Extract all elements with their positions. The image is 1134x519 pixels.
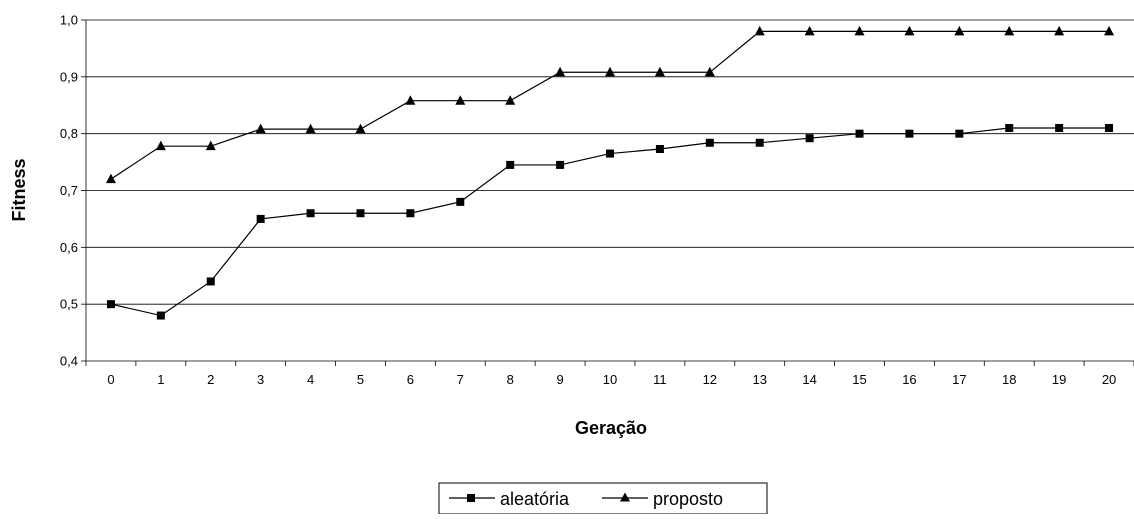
x-tick-label: 16 bbox=[902, 372, 916, 387]
y-tick-label: 0,5 bbox=[60, 297, 78, 312]
y-tick-label: 1,0 bbox=[60, 13, 78, 28]
series-proposto bbox=[105, 25, 1115, 184]
x-tick-label: 18 bbox=[1002, 372, 1016, 387]
x-tick-label: 9 bbox=[556, 372, 563, 387]
x-axis-title: Geração bbox=[575, 418, 647, 438]
data-point-aleatoria bbox=[606, 149, 614, 158]
data-point-aleatoria bbox=[356, 209, 365, 218]
y-tick-label: 0,4 bbox=[60, 354, 78, 369]
x-tick-label: 17 bbox=[952, 372, 966, 387]
x-tick-label: 14 bbox=[802, 372, 816, 387]
data-point-proposto bbox=[954, 25, 965, 36]
data-point-proposto bbox=[904, 25, 915, 36]
y-tick-label: 0,7 bbox=[60, 183, 78, 198]
x-tick-label: 5 bbox=[357, 372, 364, 387]
x-tick-label: 15 bbox=[852, 372, 866, 387]
data-point-proposto bbox=[155, 140, 166, 151]
data-point-aleatoria bbox=[1055, 123, 1064, 132]
data-point-proposto bbox=[405, 95, 416, 105]
data-point-proposto bbox=[1104, 25, 1115, 36]
data-point-proposto bbox=[1004, 25, 1015, 36]
y-tick-label: 0,9 bbox=[60, 69, 78, 84]
data-point-proposto bbox=[854, 25, 865, 36]
y-tick-label: 0,6 bbox=[60, 240, 78, 255]
x-tick-label: 13 bbox=[752, 372, 766, 387]
data-point-proposto bbox=[255, 123, 266, 134]
x-tick-label: 1 bbox=[157, 372, 164, 387]
data-point-proposto bbox=[1054, 25, 1065, 36]
data-point-proposto bbox=[355, 123, 366, 134]
legend-item-proposto: proposto bbox=[602, 489, 723, 509]
data-point-aleatoria bbox=[1005, 123, 1014, 132]
legend-marker-triangle bbox=[620, 492, 630, 502]
series bbox=[105, 25, 1115, 320]
x-tick-label: 11 bbox=[653, 372, 667, 387]
data-point-aleatoria bbox=[556, 160, 565, 169]
x-tick-label: 10 bbox=[603, 372, 617, 387]
data-point-aleatoria bbox=[755, 138, 764, 147]
data-point-aleatoria bbox=[1105, 123, 1114, 132]
data-point-aleatoria bbox=[406, 209, 415, 218]
data-point-aleatoria bbox=[456, 197, 465, 206]
data-point-proposto bbox=[754, 25, 765, 36]
legend-item-aleatoria: aleatória bbox=[449, 489, 570, 509]
axes bbox=[81, 19, 1134, 366]
x-tick-label: 0 bbox=[107, 372, 114, 387]
x-tick-label: 12 bbox=[703, 372, 717, 387]
data-point-aleatoria bbox=[905, 129, 914, 138]
legend-marker-square bbox=[467, 494, 475, 502]
data-point-aleatoria bbox=[705, 138, 714, 147]
data-point-aleatoria bbox=[156, 311, 165, 320]
data-point-proposto bbox=[105, 173, 116, 184]
legend-label-proposto: proposto bbox=[653, 489, 723, 509]
grid-lines bbox=[86, 19, 1134, 305]
x-tick-label: 19 bbox=[1052, 372, 1066, 387]
x-tick-label: 2 bbox=[207, 372, 214, 387]
data-point-aleatoria bbox=[855, 129, 864, 138]
data-point-proposto bbox=[305, 123, 316, 134]
data-point-proposto bbox=[654, 66, 665, 77]
data-point-aleatoria bbox=[306, 209, 315, 218]
data-point-proposto bbox=[505, 95, 516, 105]
x-tick-label: 3 bbox=[257, 372, 264, 387]
data-point-aleatoria bbox=[106, 300, 115, 309]
data-point-aleatoria bbox=[655, 145, 664, 154]
legend-label-aleatoria: aleatória bbox=[500, 489, 570, 509]
x-tick-label: 6 bbox=[407, 372, 414, 387]
data-point-proposto bbox=[605, 66, 615, 77]
data-point-proposto bbox=[704, 66, 715, 77]
series-aleatoria bbox=[106, 123, 1114, 320]
data-point-proposto bbox=[555, 66, 566, 77]
y-axis-title: Fitness bbox=[9, 158, 29, 221]
data-point-proposto bbox=[804, 25, 815, 36]
y-tick-label: 0,8 bbox=[60, 126, 78, 141]
x-tick-label: 8 bbox=[507, 372, 514, 387]
data-point-aleatoria bbox=[506, 160, 515, 169]
data-point-aleatoria bbox=[206, 277, 215, 286]
x-tick-label: 7 bbox=[457, 372, 464, 387]
x-tick-label: 20 bbox=[1102, 372, 1116, 387]
x-tick-label: 4 bbox=[307, 372, 314, 387]
data-point-proposto bbox=[205, 140, 216, 151]
data-point-proposto bbox=[455, 95, 466, 105]
data-point-aleatoria bbox=[805, 134, 814, 143]
legend: aleatória proposto bbox=[438, 482, 768, 515]
data-point-aleatoria bbox=[256, 214, 265, 223]
data-point-aleatoria bbox=[955, 129, 964, 138]
tick-labels: 0,40,50,60,70,80,91,00 1 2 3 4 5 6 7 8 9 10 11 12 13 1… bbox=[60, 13, 1116, 388]
